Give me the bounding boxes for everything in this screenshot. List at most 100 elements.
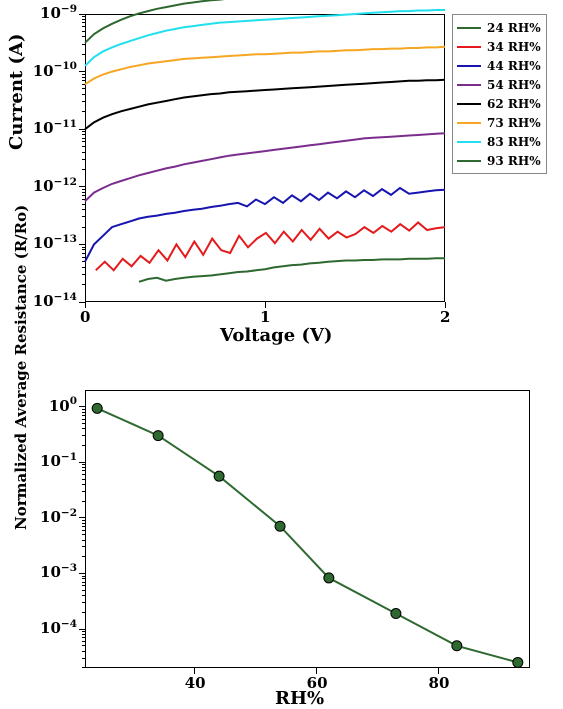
ytick-minor	[82, 227, 85, 228]
ytick-minor	[82, 146, 85, 147]
ytick-minor	[82, 479, 85, 480]
xtick-label: 1	[260, 308, 270, 326]
xtick-label: 2	[440, 308, 450, 326]
ytick-minor	[82, 526, 85, 527]
data-marker	[324, 573, 334, 583]
ytick-minor	[82, 274, 85, 275]
xtick-label: 60	[307, 674, 328, 692]
ytick-minor	[82, 80, 85, 81]
ytick-minor	[82, 141, 85, 142]
ytick-minor	[82, 138, 85, 139]
ytick-minor	[82, 31, 85, 32]
ytick-minor	[82, 523, 85, 524]
ytick-minor	[82, 36, 85, 37]
ytick-minor	[82, 101, 85, 102]
bottom-plot-svg	[85, 390, 530, 668]
ytick-minor	[82, 192, 85, 193]
ytick-label: 10−1	[40, 452, 77, 470]
ytick-minor	[82, 152, 85, 153]
ytick-minor	[82, 189, 85, 190]
ytick-minor	[82, 169, 85, 170]
ytick-minor	[82, 54, 85, 55]
ytick-minor	[82, 470, 85, 471]
ytick-minor	[82, 667, 85, 668]
ytick-minor	[82, 445, 85, 446]
ytick-minor	[82, 131, 85, 132]
ytick-label: 10−4	[40, 619, 77, 637]
ytick-minor	[82, 209, 85, 210]
ytick	[79, 406, 85, 407]
ytick	[79, 573, 85, 574]
xtick-label: 40	[185, 674, 206, 692]
data-marker	[513, 657, 523, 667]
ytick-minor	[82, 253, 85, 254]
ytick	[79, 244, 85, 245]
ytick	[79, 71, 85, 72]
ytick-minor	[82, 556, 85, 557]
data-marker	[214, 471, 224, 481]
ytick	[79, 129, 85, 130]
ytick-minor	[82, 612, 85, 613]
ytick-minor	[82, 77, 85, 78]
ytick-minor	[82, 261, 85, 262]
ytick-minor	[82, 284, 85, 285]
ytick	[79, 462, 85, 463]
ytick-minor	[82, 159, 85, 160]
ytick-minor	[82, 257, 85, 258]
series-line	[97, 408, 518, 662]
ytick-minor	[82, 634, 85, 635]
bottom-ylabel: Normalized Average Resistance (R/Ro)	[12, 205, 30, 530]
ytick-label: 10−9	[40, 4, 77, 22]
ytick-minor	[82, 585, 85, 586]
ytick-minor	[82, 464, 85, 465]
ytick-label: 10−2	[40, 508, 77, 526]
data-marker	[153, 431, 163, 441]
ytick-minor	[82, 249, 85, 250]
ytick-label: 10−3	[40, 563, 77, 581]
ytick-minor	[82, 435, 85, 436]
ytick-minor	[82, 474, 85, 475]
ytick-minor	[82, 111, 85, 112]
ytick-minor	[82, 484, 85, 485]
ytick-minor	[82, 44, 85, 45]
ytick-minor	[82, 595, 85, 596]
ytick-minor	[82, 540, 85, 541]
ytick-label: 10−13	[33, 234, 77, 252]
ytick-minor	[82, 582, 85, 583]
data-marker	[92, 403, 102, 413]
ytick-minor	[82, 534, 85, 535]
ytick-minor	[82, 84, 85, 85]
ytick	[79, 302, 85, 303]
ytick	[79, 14, 85, 15]
ytick-label: 10−11	[33, 119, 77, 137]
ytick-minor	[82, 578, 85, 579]
ytick-minor	[82, 428, 85, 429]
ytick-minor	[82, 195, 85, 196]
ytick-minor	[82, 546, 85, 547]
ytick-minor	[82, 520, 85, 521]
ytick-label: 10−12	[33, 177, 77, 195]
xtick-label: 0	[80, 308, 90, 326]
ytick-minor	[82, 409, 85, 410]
ytick-minor	[82, 134, 85, 135]
ytick-minor	[82, 204, 85, 205]
data-marker	[452, 641, 462, 651]
ytick-minor	[82, 590, 85, 591]
ytick-minor	[82, 216, 85, 217]
ytick-minor	[82, 22, 85, 23]
ytick-minor	[82, 267, 85, 268]
ytick-minor	[82, 19, 85, 20]
ytick-minor	[82, 415, 85, 416]
ytick-minor	[82, 88, 85, 89]
ytick-minor	[82, 247, 85, 248]
ytick-minor	[82, 467, 85, 468]
ytick-minor	[82, 419, 85, 420]
ytick	[79, 517, 85, 518]
ytick-minor	[82, 631, 85, 632]
ytick-minor	[82, 26, 85, 27]
xtick-label: 80	[429, 674, 450, 692]
ytick-label: 10−14	[33, 292, 77, 310]
ytick-minor	[82, 602, 85, 603]
ytick	[79, 629, 85, 630]
ytick-minor	[82, 637, 85, 638]
